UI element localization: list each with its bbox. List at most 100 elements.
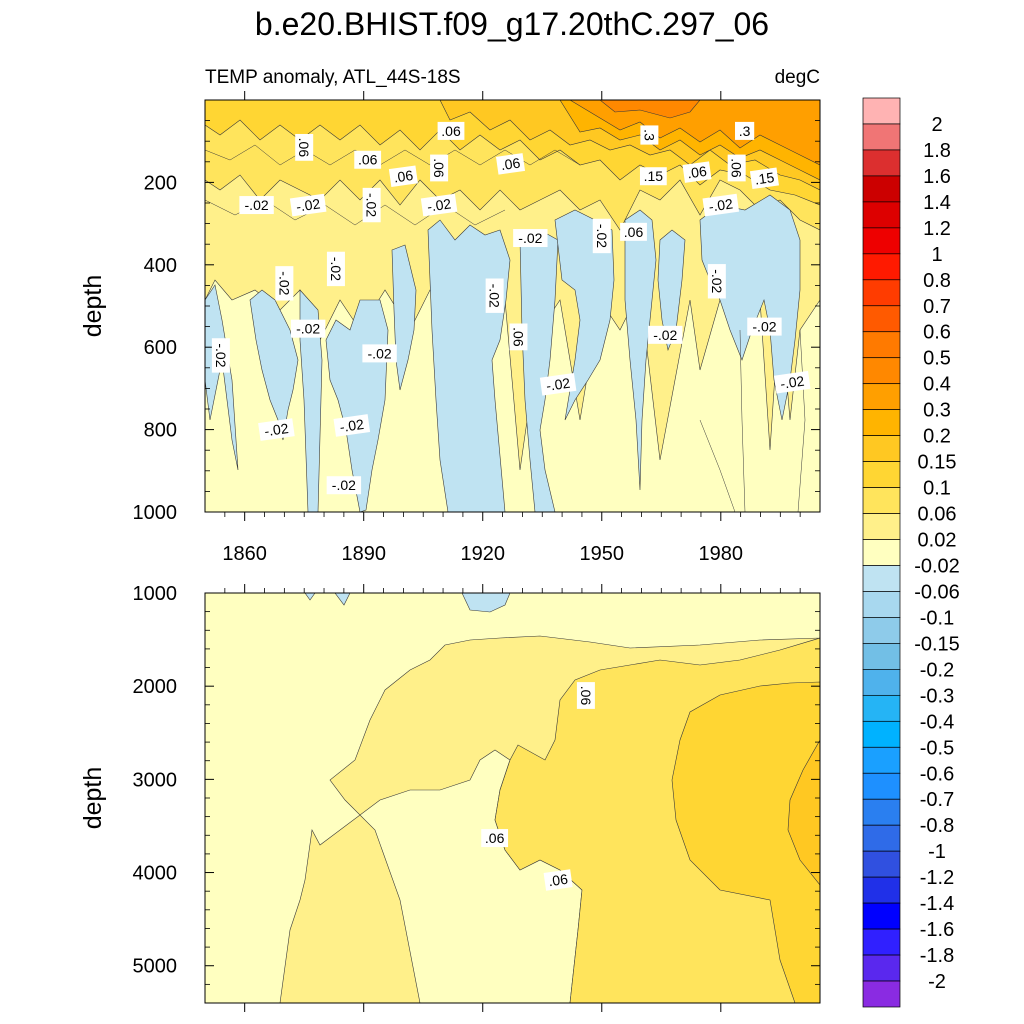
colorbar-level-label: 0.7 — [923, 296, 951, 318]
colorbar-level-label: -0.4 — [920, 711, 954, 733]
colorbar-box — [862, 201, 901, 229]
colorbar-box — [862, 824, 901, 852]
upper-contour-label: -.02 — [290, 319, 326, 338]
colorbar-box — [862, 876, 901, 904]
negative-anomaly-regions — [205, 194, 801, 512]
colorbar: 2 1.8 1.6 1.4 1.2 1 0.8 0.7 0.6 0.5 0.4 0.3 0.2 0.15 0… — [862, 97, 960, 1008]
colorbar-box — [862, 461, 901, 488]
upper-xtick-label: 1950 — [580, 543, 625, 565]
colorbar-box — [862, 409, 901, 436]
upper-contour-label-bg — [539, 372, 577, 396]
lower-axis-ticks — [205, 584, 820, 1012]
upper-contour-label-bg — [620, 222, 647, 241]
subtitle-left: TEMP anomaly, ATL_44S-18S — [205, 67, 461, 88]
colorbar-box — [862, 694, 901, 722]
lower-y-tick-labels: 1000 2000 3000 4000 5000 — [133, 583, 178, 978]
upper-contour-label: -.02 — [513, 229, 548, 248]
upper-contour-label: .06 — [437, 121, 465, 140]
upper-contour-label: -.02 — [211, 338, 230, 373]
upper-ytick-label: 800 — [144, 420, 177, 442]
colorbar-boxes — [862, 97, 901, 1008]
lower-ytick-label: 4000 — [133, 863, 178, 885]
upper-contour-label-text: -.02 — [328, 257, 344, 281]
upper-contour-label-bg — [289, 193, 327, 217]
upper-contour-label: -.02 — [333, 414, 371, 437]
upper-y-tick-labels: 200 400 600 800 1000 — [133, 172, 178, 524]
upper-contour-label-bg — [420, 193, 458, 217]
colorbar-level-label: 0.02 — [918, 530, 957, 552]
upper-contour-label-bg — [362, 187, 381, 223]
upper-contour-label-bg — [295, 133, 314, 161]
colorbar-level-label: -1.4 — [920, 893, 954, 915]
upper-contour-label-text: -.02 — [245, 197, 269, 213]
colorbar-box — [862, 279, 901, 307]
colorbar-box — [862, 357, 901, 385]
upper-contour-label-text: -.02 — [368, 345, 392, 361]
upper-contour-label-bg — [485, 278, 504, 313]
upper-contour-label: -.02 — [773, 370, 811, 394]
upper-contour-label-bg — [773, 370, 811, 394]
colorbar-level-label: -1.8 — [920, 945, 954, 967]
upper-contour-label-bg — [211, 338, 230, 373]
lower-ytick-label: 2000 — [133, 676, 178, 698]
chart-title: b.e20.BHIST.f09_g17.20thC.297_06 — [255, 6, 769, 42]
upper-contour-label-text: .06 — [393, 167, 415, 186]
upper-contour-label-text: .06 — [510, 327, 526, 347]
upper-contour-label-bg — [430, 154, 449, 182]
upper-contour-label-bg — [239, 196, 274, 215]
colorbar-level-label: -0.1 — [920, 607, 954, 629]
upper-contour-label: .06 — [620, 222, 647, 241]
lower-contour-label-text: .06 — [578, 686, 594, 706]
upper-contour-label-text: .06 — [500, 155, 522, 174]
upper-contour-label: .3 — [735, 121, 755, 140]
upper-contour-label-text: .06 — [686, 163, 708, 182]
colorbar-box — [862, 383, 901, 411]
upper-contour-label: -.02 — [747, 317, 782, 336]
upper-xtick-label: 1920 — [460, 543, 505, 565]
colorbar-level-label: 0.2 — [923, 426, 951, 448]
colorbar-level-label: 1.2 — [923, 218, 951, 240]
upper-contour-label: -.02 — [258, 418, 295, 441]
colorbar-level-label: 1.6 — [923, 166, 951, 188]
colorbar-level-label: -0.5 — [920, 737, 954, 759]
upper-contour-label-text: -.02 — [709, 269, 725, 293]
upper-contour-labels: -.02 -.02 -.02 -.02 -.02 -.02 -.02 -.02 -.02 -.02… — [211, 121, 811, 495]
lower-contour-labels: .06 .06 .06 — [481, 682, 595, 891]
colorbar-level-label: -0.8 — [920, 815, 954, 837]
lower-contour-label: .06 — [481, 829, 509, 848]
colorbar-box — [862, 928, 901, 956]
colorbar-box — [862, 123, 901, 151]
upper-contour-label-bg — [275, 266, 294, 301]
lower-contour-label-text: .06 — [485, 830, 505, 846]
colorbar-level-label: 2 — [931, 114, 942, 136]
colorbar-level-label: 1.4 — [923, 192, 951, 214]
colorbar-labels: 2 1.8 1.6 1.4 1.2 1 0.8 0.7 0.6 0.5 0.4 0.3 0.2 0.15 0… — [914, 114, 960, 993]
upper-contour-label-text: -.02 — [339, 416, 365, 435]
upper-contour-label-text: -.02 — [332, 477, 356, 493]
upper-contour-label-text: -.02 — [779, 373, 805, 392]
colorbar-level-label: 0.1 — [923, 478, 951, 500]
colorbar-box — [862, 669, 901, 696]
colorbar-level-label: -0.3 — [920, 685, 954, 707]
lower-ytick-label: 5000 — [133, 956, 178, 978]
upper-contour-label: -.02 — [362, 344, 397, 363]
upper-contour-label: .15 — [749, 167, 779, 190]
upper-contour-label: -.02 — [420, 193, 458, 217]
upper-contour-label-bg — [648, 325, 683, 344]
colorbar-box — [862, 850, 901, 878]
colorbar-box — [862, 720, 901, 748]
upper-contour-label-bg — [513, 229, 548, 248]
colorbar-level-label: -2 — [928, 971, 946, 993]
upper-contour-label-text: -.02 — [364, 193, 380, 217]
upper-contour-label: .06 — [295, 133, 314, 161]
upper-contour-label-text: -.02 — [487, 284, 503, 308]
lower-band-0.15 — [787, 739, 820, 886]
colorbar-box — [862, 331, 901, 359]
colorbar-box — [862, 487, 901, 514]
colorbar-box — [862, 591, 901, 618]
lower-contour-label-bg — [576, 682, 595, 709]
lower-contour-label: .06 — [543, 869, 573, 891]
upper-contour-label-text: -.02 — [752, 319, 776, 335]
colorbar-level-label: -1 — [928, 841, 946, 863]
